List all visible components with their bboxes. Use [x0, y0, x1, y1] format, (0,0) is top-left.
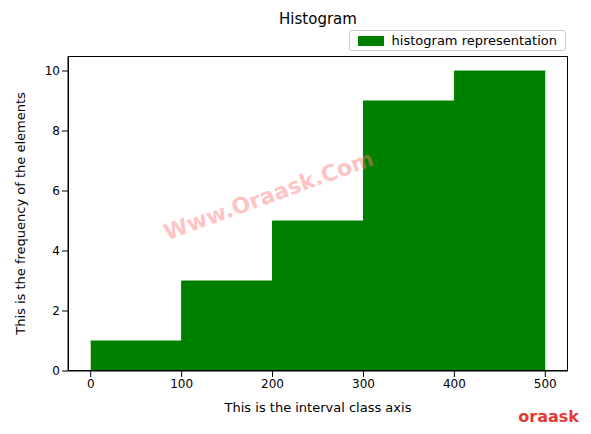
- svg-text:2: 2: [52, 304, 60, 318]
- svg-text:This is the interval class axi: This is the interval class axis: [224, 400, 412, 415]
- svg-text:0: 0: [52, 364, 60, 378]
- svg-text:100: 100: [170, 377, 193, 391]
- svg-text:This is the frequency of the e: This is the frequency of the elements: [13, 92, 28, 336]
- html-text:Histogram: Histogram: [279, 10, 357, 28]
- svg-text:10: 10: [45, 64, 60, 78]
- svg-text:300: 300: [352, 377, 375, 391]
- svg-text:200: 200: [261, 377, 284, 391]
- html-text:histogram representation: histogram representation: [391, 33, 557, 48]
- svg-text:500: 500: [534, 377, 557, 391]
- svg-text:8: 8: [52, 124, 60, 138]
- svg-text:4: 4: [52, 244, 60, 258]
- html-text:Www.Oraask.Com: Www.Oraask.Com: [160, 145, 377, 246]
- svg-text:6: 6: [52, 184, 60, 198]
- svg-text:0: 0: [87, 377, 95, 391]
- svg-text:400: 400: [443, 377, 466, 391]
- html-text:oraask: oraask: [518, 407, 579, 426]
